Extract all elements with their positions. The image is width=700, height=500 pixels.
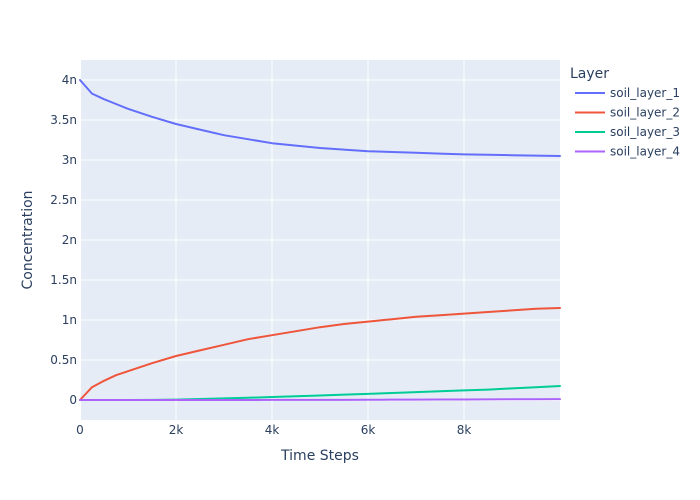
legend-label-soil-layer-4[interactable]: soil_layer_4 (610, 145, 680, 159)
legend-label-soil-layer-1[interactable]: soil_layer_1 (610, 86, 680, 100)
series-line-soil-layer-4[interactable] (79, 398, 561, 401)
x-tick-label: 6k (361, 423, 376, 437)
legend-label-soil-layer-2[interactable]: soil_layer_2 (610, 106, 680, 120)
series-line-soil-layer-2[interactable] (79, 307, 561, 401)
x-tick-label: 0 (76, 423, 84, 437)
x-tick-label: 2k (169, 423, 184, 437)
y-tick-label: 2.5n (50, 193, 77, 207)
y-tick-label: 4n (62, 73, 77, 87)
y-tick-label: 0.5n (50, 353, 77, 367)
y-axis-title: Concentration (20, 190, 36, 289)
y-tick-label: 0 (69, 393, 77, 407)
x-tick-label: 8k (457, 423, 472, 437)
x-axis-ticks: 0 2k 4k 6k 8k (76, 423, 471, 437)
y-tick-label: 3.5n (50, 113, 77, 127)
legend: Layer soil_layer_1soil_layer_2soil_layer… (570, 66, 680, 159)
y-tick-label: 1n (62, 313, 77, 327)
series-line-soil-layer-1[interactable] (79, 79, 561, 157)
y-tick-label: 3n (62, 153, 77, 167)
legend-label-soil-layer-3[interactable]: soil_layer_3 (610, 125, 680, 139)
x-tick-label: 4k (265, 423, 280, 437)
y-tick-label: 2n (62, 233, 77, 247)
series-lines (79, 79, 561, 401)
y-axis-ticks: 0 0.5n 1n 1.5n 2n 2.5n 3n 3.5n 4n (50, 73, 77, 407)
x-axis-title: Time Steps (280, 448, 359, 464)
legend-items: soil_layer_1 soil_layer_2 soil_layer_3soil… (575, 86, 680, 159)
y-tick-label: 1.5n (50, 273, 77, 287)
legend-title: Layer (570, 66, 609, 82)
